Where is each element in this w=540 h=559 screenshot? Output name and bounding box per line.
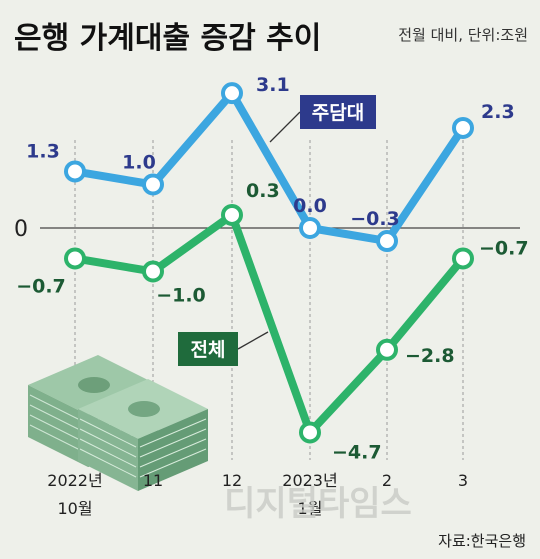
money-stack-icon: [28, 355, 208, 491]
series-0: 1.3 1.0 3.1 0.0 −0.3 2.3: [26, 74, 515, 253]
series-0-point-5: [452, 116, 474, 139]
series-1-label-5: −0.7: [479, 237, 529, 259]
legend-label-0: 주담대: [312, 102, 364, 124]
series-0-point-0: [64, 160, 86, 183]
watermark: 디지털타임스: [224, 484, 412, 524]
legend-label-1: 전체: [191, 339, 226, 361]
x-tick-label-4: 2: [382, 471, 392, 490]
series-0-point-2: [221, 82, 243, 105]
series-1-label-0: −0.7: [16, 275, 66, 297]
series-0-label-5: 2.3: [481, 101, 515, 123]
x-tick-label-1: 11: [143, 471, 163, 490]
series-0-label-2: 3.1: [256, 74, 290, 96]
series-1: −0.7 −1.0 0.3 −4.7 −2.8 −0.7: [16, 180, 528, 464]
legend-pointer-1: [237, 331, 269, 350]
series-0-point-4: [376, 230, 398, 253]
legend-0: 주담대: [269, 95, 376, 143]
legend-pointer-0: [269, 111, 301, 143]
legend-box-0: [300, 95, 376, 129]
chart-title: 은행 가계대출 증감 추이: [14, 21, 321, 56]
series-0-point-3: [299, 217, 321, 239]
series-line-0: [74, 89, 467, 246]
legend-1: 전체: [178, 331, 269, 366]
x-tick-label-3: 2023년: [282, 471, 337, 490]
series-1-label-1: −1.0: [156, 285, 206, 307]
series-1-point-4: [376, 338, 398, 361]
x-tick-sublabel-0: 10월: [57, 499, 92, 518]
series-line-1: [74, 210, 467, 437]
series-0-label-0: 1.3: [26, 140, 60, 162]
series-0-label-3: 0.0: [293, 195, 327, 217]
x-tick-sublabel-3: 1월: [298, 499, 323, 518]
series-0-label-1: 1.0: [122, 152, 156, 174]
series-0-point-1: [142, 173, 164, 196]
series-1-point-3: [299, 421, 321, 444]
series-1-label-4: −2.8: [405, 345, 455, 367]
x-tick-label-5: 3: [458, 471, 468, 490]
series-0-label-4: −0.3: [350, 208, 400, 230]
series-1-label-3: −4.7: [332, 441, 382, 463]
series-1-point-0: [64, 247, 86, 270]
x-tick-labels: 2022년 10월 11 12 2023년 1월 2 3: [47, 471, 468, 518]
chart-subtitle: 전월 대비, 단위:조원: [398, 26, 528, 44]
source-note: 자료:한국은행: [438, 532, 526, 550]
x-tick-label-2: 12: [222, 471, 242, 490]
series-1-label-2: 0.3: [246, 180, 280, 202]
legend-box-1: [178, 332, 238, 366]
series-1-point-2: [221, 203, 243, 226]
x-tick-label-0: 2022년: [47, 471, 102, 490]
series-1-point-5: [452, 247, 474, 270]
zero-label: 0: [14, 217, 28, 242]
series-1-point-1: [142, 260, 164, 283]
series-layer: 1.31.03.10.0−0.32.3−0.7 −1.00.3−4.7−2.8−0…: [16, 74, 528, 463]
